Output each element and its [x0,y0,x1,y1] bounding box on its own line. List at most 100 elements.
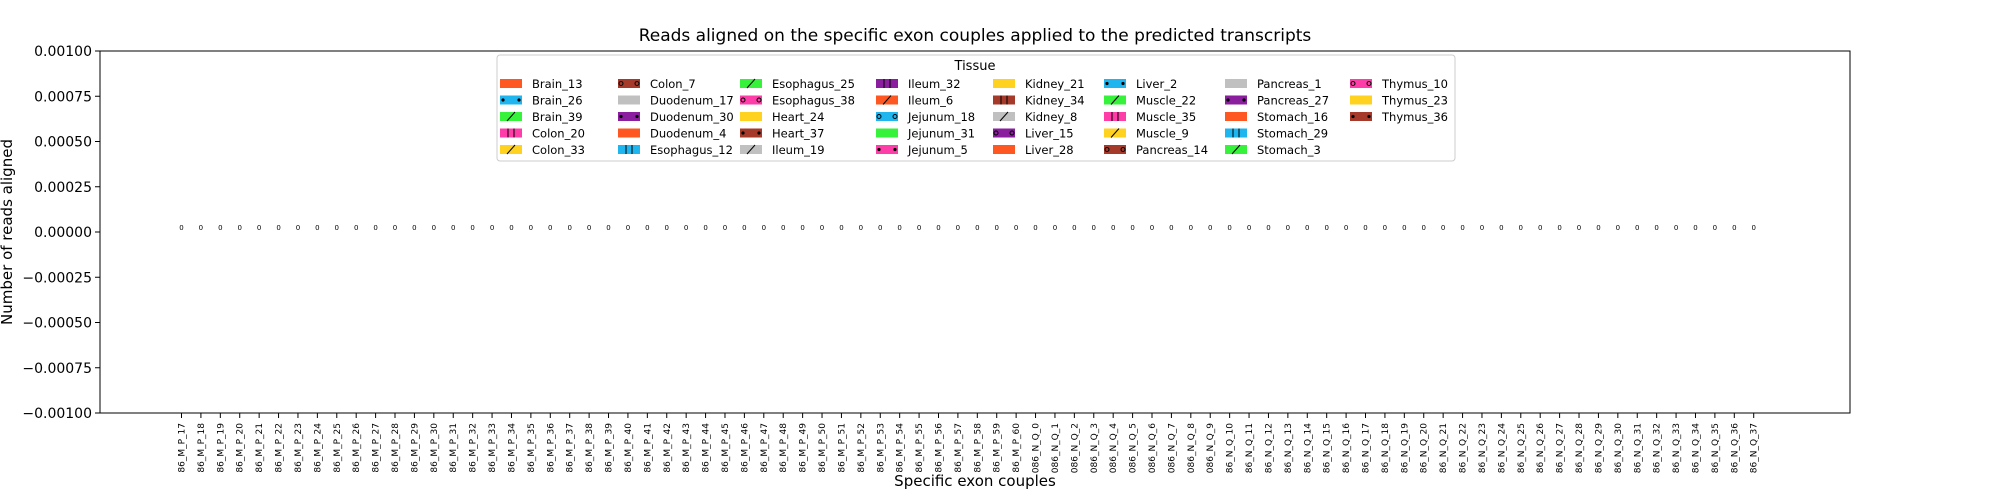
legend-label: Ileum_19 [772,143,825,157]
data-label: 0 [373,224,377,232]
x-tick-label: 86_N_Q_29 [1594,423,1604,473]
data-label: 0 [1402,224,1406,232]
x-tick-label: 86_M_P_58 [973,423,983,473]
legend-label: Ileum_32 [908,77,961,91]
data-label: 0 [839,224,843,232]
x-tick-label: 86_N_Q_20 [1420,423,1430,473]
hatch-mark [740,97,746,103]
data-label: 0 [859,224,863,232]
x-tick-label: 86_M_P_25 [333,423,343,473]
x-tick-label: 86_M_P_34 [507,423,517,473]
x-tick-label: 86_N_Q_16 [1342,423,1352,473]
legend-entry: Brain_13 [500,77,583,91]
data-label: 0 [276,224,280,232]
data-label: 0 [1596,224,1600,232]
x-tick-label: 86_N_Q_28 [1575,423,1585,473]
data-label: 0 [897,224,901,232]
hatch-mark [1121,81,1125,86]
data-label: 0 [645,224,649,232]
legend: Tissue Brain_13 Brain_26 Brain_39 Colon_20 C… [496,54,1456,162]
legend-entry: Duodenum_4 [618,127,726,141]
legend-entry: Ileum_6 [876,94,953,108]
x-tick-label: 86_M_P_47 [760,423,770,473]
data-label: 0 [626,224,630,232]
x-tick-label: 86_N_Q_23 [1478,423,1488,473]
y-tick-label: 0.00075 [34,89,92,105]
legend-label: Liver_2 [1136,77,1177,91]
x-tick-label: 86_M_P_28 [391,423,401,473]
legend-entry: Colon_33 [500,143,585,157]
legend-entry: Stomach_3 [1225,143,1321,157]
x-tick-label: 86_N_Q_10 [1226,423,1236,473]
legend-swatch [1350,79,1372,88]
data-label: 0 [490,224,494,232]
x-tick-label: 86_M_P_41 [643,423,653,473]
x-tick-label: 86_M_P_24 [313,423,323,473]
x-tick-label: 86_M_P_21 [255,423,265,473]
data-label: 0 [218,224,222,232]
legend-swatch [740,112,762,121]
x-tick-label: 86_N_Q_36 [1730,423,1740,473]
legend-entry: Muscle_9 [1104,127,1189,141]
x-tick-label: 86_M_P_17 [178,423,188,473]
legend-label: Pancreas_14 [1136,143,1208,157]
x-tick-label: 086_N_Q_4 [1109,423,1119,473]
data-label: 0 [1441,224,1445,232]
data-label: 0 [1169,224,1173,232]
hatch-mark [1226,98,1230,102]
hatch-mark [746,144,756,155]
x-tick-label: 86_M_P_45 [721,423,731,473]
data-label: 0 [237,224,241,232]
x-tick-label: 86_N_Q_13 [1284,423,1294,473]
data-label: 0 [1693,224,1697,232]
legend-swatch [740,95,762,105]
x-tick-label: 86_N_Q_33 [1672,423,1682,473]
legend-swatch [876,112,898,121]
legend-entry: Heart_24 [740,110,824,124]
legend-swatch [618,128,640,138]
data-label: 0 [1499,224,1503,232]
legend-entry: Brain_39 [500,110,583,124]
legend-frame [496,54,1456,162]
legend-entry: Jejunum_18 [876,110,975,124]
x-tick-label: 86_M_P_46 [740,423,750,473]
data-label: 0 [1519,224,1523,232]
x-tick-label: 86_N_Q_14 [1303,423,1313,473]
data-label: 0 [1635,224,1639,232]
x-tick-label: 86_M_P_42 [663,423,673,473]
x-tick-label: 86_N_Q_30 [1614,423,1624,473]
hatch-mark [619,114,623,119]
x-tick-label: 86_M_P_53 [876,423,886,473]
data-label: 0 [1227,224,1231,232]
data-label: 0 [1616,224,1620,232]
x-axis-label: Specific exon couples [894,472,1056,490]
hatch-mark [1110,128,1120,138]
legend-entry: Esophagus_38 [740,94,855,108]
x-tick-label: 086_N_Q_2 [1070,423,1080,473]
data-label: 0 [878,224,882,232]
x-tick-label: 86_M_P_38 [585,423,595,473]
legend-entry: Kidney_21 [993,77,1085,91]
data-label: 0 [1111,224,1115,232]
legend-swatch [1225,128,1247,138]
legend-entry: Duodenum_17 [618,94,734,108]
hatch-mark [1351,114,1355,119]
y-axis-label: Number of reads aligned [0,139,16,325]
hatch-mark [893,147,897,152]
legend-swatch [876,79,898,88]
legend-label: Stomach_16 [1257,110,1328,124]
data-label: 0 [199,224,203,232]
legend-swatch [993,79,1015,88]
legend-entry: Ileum_19 [740,143,825,157]
legend-label: Pancreas_1 [1257,77,1322,91]
legend-entries: Brain_13 Brain_26 Brain_39 Colon_20 Colon_33… [500,77,1448,157]
legend-label: Thymus_23 [1381,94,1448,108]
hatch-mark [618,81,624,86]
legend-swatch [1104,145,1126,154]
legend-label: Heart_37 [772,127,824,141]
data-label: 0 [1422,224,1426,232]
legend-label: Jejunum_18 [907,110,975,124]
legend-entry: Muscle_35 [1104,110,1196,124]
x-tick-label: 86_M_P_43 [682,423,692,473]
x-tick-label: 86_M_P_39 [605,423,615,473]
